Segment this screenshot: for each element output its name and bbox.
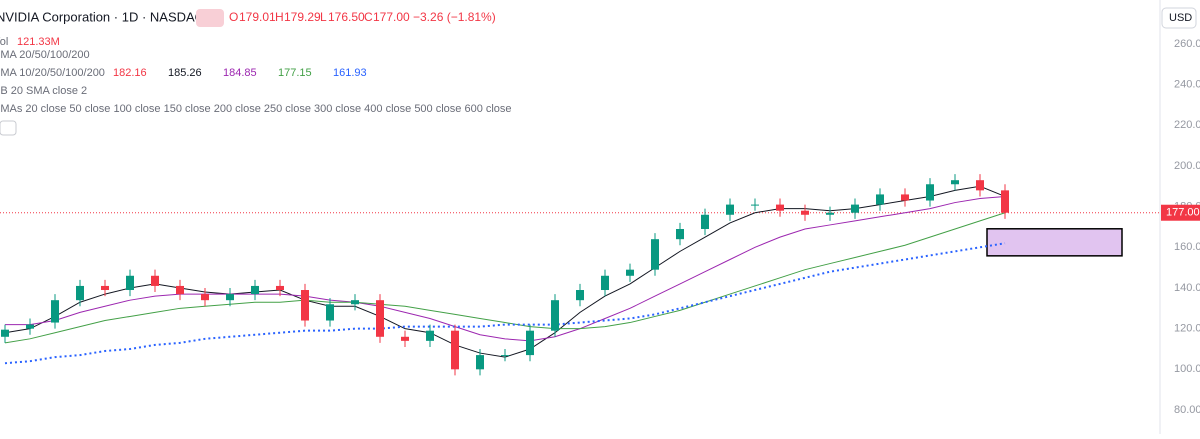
candle-body [751,204,759,206]
y-tick-label: 120.00 [1174,323,1200,335]
change: −3.26 (−1.81%) [413,10,496,24]
candle-body [51,300,59,323]
h-label: H [275,10,284,24]
collapse-button[interactable] [0,120,17,136]
candle-body [676,228,684,240]
candle-body [876,194,884,205]
candle-body [976,180,984,191]
candle-body [776,204,784,211]
y-tick-label: 80.00 [1174,404,1200,416]
sma-study[interactable]: SMAs 20 close 50 close 100 close 150 clo… [0,103,512,115]
y-tick-label: 100.00 [1174,363,1200,375]
y-tick-label: 220.00 [1174,119,1200,131]
candle-body [526,330,534,356]
candle-body [801,210,809,215]
y-tick-label: 260.00 [1174,38,1200,50]
ema-value: 182.16 [113,67,147,79]
vol-label: Vol [0,36,8,48]
candle-body [326,304,334,321]
candle-body [1001,190,1009,213]
candle-body [601,275,609,291]
candle-body [626,269,634,276]
candle-body [351,300,359,305]
o-label: O [229,10,238,24]
currency-button[interactable] [1161,7,1197,29]
y-tick-label: 200.00 [1174,160,1200,172]
candle-body [26,324,34,329]
candle-body [301,290,309,321]
candle-body [851,204,859,213]
candle-body [576,290,584,301]
legend: NVIDIA Corporation · 1D · NASDAQ O 179.0… [0,7,1197,136]
candle-body [76,285,84,301]
candle-body [901,194,909,201]
plot [0,174,1160,376]
candle-body [826,212,834,215]
vol-value: 121.33M [17,36,60,48]
l-value: 176.50 [328,10,365,24]
candle-body [101,285,109,291]
candle-body [426,330,434,341]
toggle-button[interactable] [196,9,224,27]
candle-body [376,300,384,337]
ema-value: 161.93 [333,67,367,79]
bb-study[interactable]: BB 20 SMA close 2 [0,85,87,97]
candle-body [551,300,559,331]
candle-body [651,239,659,270]
candle-body [476,355,484,370]
h-value: 179.29 [284,10,321,24]
candle-body [226,294,234,301]
last-price-tag [1161,204,1200,221]
candle-body [276,285,284,291]
ma-line [4,212,1006,344]
y-tick-label: 140.00 [1174,282,1200,294]
candle-body [176,285,184,295]
candle-body [726,204,734,215]
o-value: 179.01 [239,10,276,24]
ema-study[interactable]: EMA 20/50/100/200 [0,49,90,61]
candle-body [701,214,709,229]
ema-study[interactable]: EMA 10/20/50/100/200 [0,67,105,79]
zone-box [986,228,1123,257]
ema-value: 177.15 [278,67,312,79]
ema-value: 184.85 [223,67,257,79]
candle-body [201,294,209,301]
candle-body [926,184,934,201]
c-label: C [364,10,373,24]
y-tick-label: 240.00 [1174,79,1200,91]
candle-body [451,330,459,370]
candle-body [151,275,159,286]
y-tick-label: 160.00 [1174,241,1200,253]
candle-body [1,329,9,337]
last-price-label: 177.00 [1166,207,1200,219]
ma-line [4,242,1006,365]
candle-body [401,336,409,341]
candle-body [501,355,509,357]
c-value: 177.00 [373,10,410,24]
candle-body [126,275,134,291]
currency: USD [1169,12,1192,24]
candle-body [251,285,259,295]
ma-line [5,195,1006,342]
symbol: NVIDIA Corporation · 1D · NASDAQ [0,9,205,24]
l-label: L [320,10,327,24]
ema-value: 185.26 [168,67,202,79]
candle-body [951,180,959,185]
